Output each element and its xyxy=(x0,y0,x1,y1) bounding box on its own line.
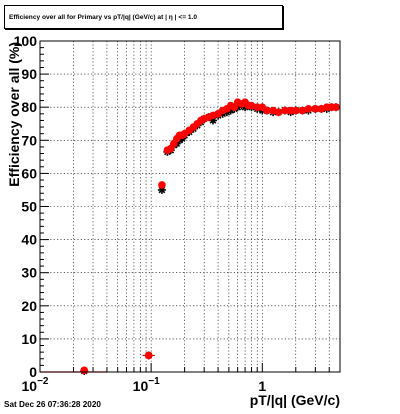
y-tick-label: 50 xyxy=(21,199,37,215)
y-tick-label: 80 xyxy=(21,99,37,115)
data-point-red xyxy=(291,106,300,115)
data-point-red xyxy=(281,106,289,115)
y-axis-title: Efficiency over all (%) xyxy=(6,42,22,187)
y-tick-label: 30 xyxy=(21,265,37,281)
x-tick-label: 10−2 xyxy=(22,376,49,394)
x-axis-title: pT/|q| (GeV/c) xyxy=(250,392,340,408)
y-tick-label: 20 xyxy=(21,298,37,314)
timestamp: Sat Dec 26 07:36:28 2020 xyxy=(4,400,101,409)
x-tick-label: 10−1 xyxy=(133,376,160,394)
grid-lines xyxy=(40,41,340,372)
y-tick-label: 0 xyxy=(29,364,37,380)
data-point-red xyxy=(304,105,313,113)
data-point-red xyxy=(144,351,153,360)
y-tick-label: 60 xyxy=(21,165,37,181)
x-tick-label: 1 xyxy=(258,378,266,394)
chart-title: Efficiency over all for Primary vs pT/|q… xyxy=(4,5,283,29)
data-point-red xyxy=(298,106,307,115)
axes: 0 10 20 30 40 50 60 70 80 90 100 10−2 10−1 1 xyxy=(14,33,330,394)
data-point-red xyxy=(80,366,89,375)
data-point-red xyxy=(311,105,320,113)
data-point-red xyxy=(158,181,166,189)
y-tick-label: 70 xyxy=(21,132,37,148)
y-tick-label: 10 xyxy=(21,331,37,347)
data-series xyxy=(40,98,340,376)
y-tick-label: 90 xyxy=(21,66,37,82)
data-point-red xyxy=(332,103,340,111)
data-point-red xyxy=(274,108,283,116)
plot-frame xyxy=(39,40,341,373)
y-tick-label: 100 xyxy=(14,33,38,49)
data-point-red xyxy=(263,106,271,115)
y-tick-label: 40 xyxy=(21,232,37,248)
